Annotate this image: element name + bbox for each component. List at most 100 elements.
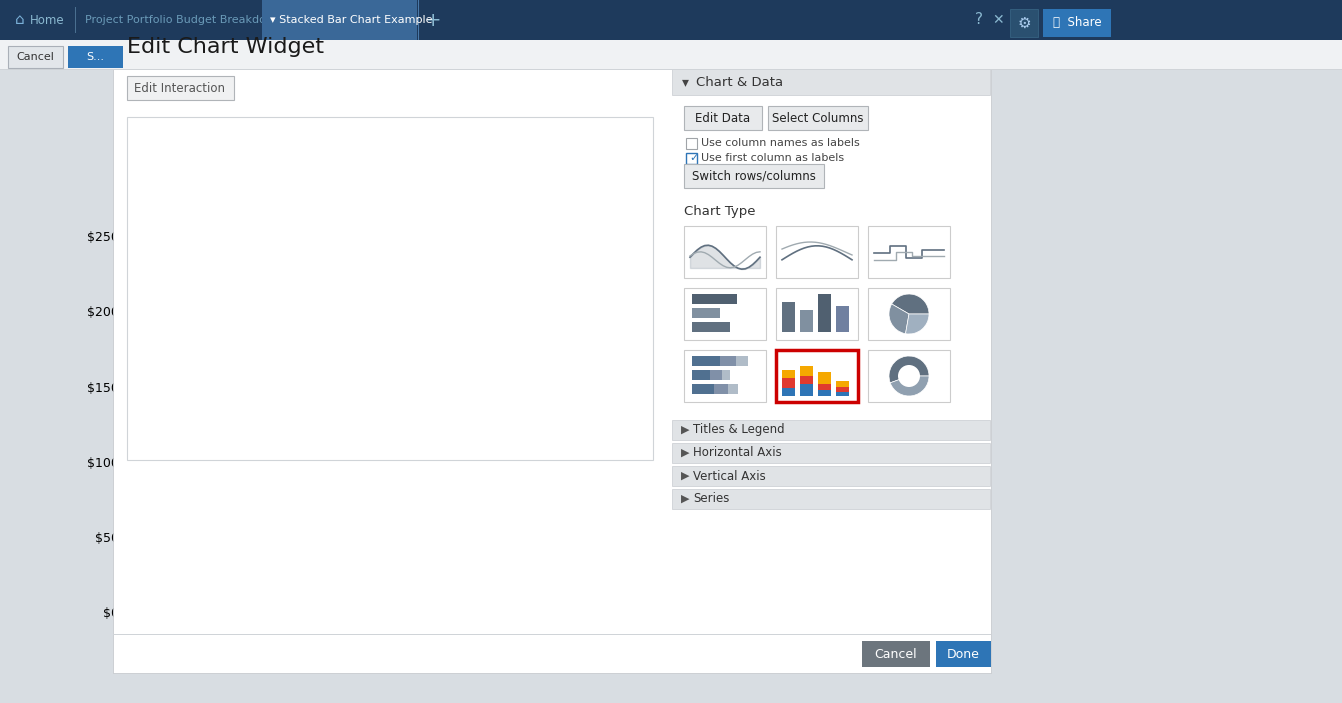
Bar (1043, 9, 1111, 37)
Bar (836, 387, 849, 392)
FancyBboxPatch shape (684, 106, 762, 130)
Bar (684, 288, 766, 340)
Bar (168, 387, 232, 536)
Text: Select Columns: Select Columns (772, 112, 864, 124)
Bar (782, 370, 794, 378)
Bar (0, 40, 1342, 70)
Bar (800, 376, 813, 384)
Text: Edit Data: Edit Data (695, 112, 750, 124)
Text: Edit Chart Widget: Edit Chart Widget (127, 37, 323, 57)
Bar (168, 536, 232, 612)
Bar (455, 342, 519, 491)
Bar (311, 349, 376, 462)
Bar (672, 466, 990, 486)
Bar (599, 469, 663, 536)
Text: ▶: ▶ (680, 425, 690, 435)
Text: 👥  Share: 👥 Share (1052, 16, 1102, 30)
Bar (692, 384, 714, 394)
Bar (692, 308, 721, 318)
Text: ✕: ✕ (992, 13, 1004, 27)
Text: Cancel: Cancel (875, 647, 918, 661)
Text: S...: S... (86, 52, 103, 62)
Bar (819, 372, 831, 384)
Bar (311, 462, 376, 612)
Text: ⚙: ⚙ (1017, 15, 1031, 30)
Bar (672, 69, 990, 95)
Text: Use column names as labels: Use column names as labels (701, 138, 860, 148)
Bar (868, 350, 950, 402)
Bar (692, 356, 721, 366)
Bar (672, 443, 990, 463)
Text: Use first column as labels: Use first column as labels (701, 153, 844, 163)
Circle shape (898, 365, 921, 387)
FancyBboxPatch shape (768, 106, 868, 130)
Text: ▾: ▾ (682, 75, 688, 89)
Bar (727, 384, 738, 394)
Text: Titles & Legend: Titles & Legend (692, 423, 785, 437)
Bar (710, 370, 722, 380)
Bar (692, 322, 730, 332)
Text: ✓: ✓ (688, 153, 698, 163)
Wedge shape (888, 356, 929, 383)
Text: Done: Done (946, 647, 980, 661)
Text: +: + (425, 11, 442, 30)
Bar (819, 384, 831, 390)
Bar (599, 536, 663, 597)
Bar (0, 0, 1342, 40)
Bar (782, 378, 794, 388)
Bar (455, 491, 519, 559)
Bar (684, 226, 766, 278)
Bar (836, 392, 849, 396)
Text: ⌂: ⌂ (15, 13, 24, 27)
Bar (113, 38, 990, 673)
Bar (782, 388, 794, 396)
Bar (262, 0, 417, 40)
Bar (819, 390, 831, 396)
Bar (311, 274, 376, 349)
FancyBboxPatch shape (935, 641, 990, 667)
Text: ▶: ▶ (680, 471, 690, 481)
Bar (800, 366, 813, 376)
Bar (735, 356, 747, 366)
Bar (0, 69, 1342, 70)
Bar (1011, 9, 1037, 37)
Bar (776, 288, 858, 340)
Bar (722, 370, 730, 380)
Text: Series: Series (692, 493, 729, 505)
Text: Edit Interaction: Edit Interaction (134, 82, 225, 94)
Text: Switch rows/columns: Switch rows/columns (692, 169, 816, 183)
Bar (800, 384, 813, 396)
Text: ?: ? (976, 13, 982, 27)
Bar (127, 117, 654, 460)
Text: Chart Type: Chart Type (684, 205, 756, 219)
Bar (836, 381, 849, 387)
FancyBboxPatch shape (8, 46, 63, 68)
Wedge shape (891, 294, 929, 314)
Bar (455, 559, 519, 612)
Text: Project Portfolio Budget Breakdown: Project Portfolio Budget Breakdown (144, 195, 452, 211)
Bar (672, 489, 990, 509)
Bar (168, 311, 232, 387)
Bar (776, 350, 858, 402)
Text: Cancel: Cancel (16, 52, 54, 62)
Text: Vertical Axis: Vertical Axis (692, 470, 766, 482)
FancyBboxPatch shape (127, 76, 234, 100)
Text: Chart & Data: Chart & Data (696, 75, 784, 89)
Bar (599, 597, 663, 612)
Bar (686, 153, 696, 164)
Bar (692, 370, 710, 380)
Bar (868, 226, 950, 278)
Text: ▾ Stacked Bar Chart Example: ▾ Stacked Bar Chart Example (270, 15, 432, 25)
Bar (868, 288, 950, 340)
Text: Project Portfolio Budget Breakdown: Project Portfolio Budget Breakdown (85, 15, 282, 25)
Bar (113, 634, 990, 635)
Bar (819, 294, 831, 332)
Text: Home: Home (30, 13, 64, 27)
Text: ▶: ▶ (680, 448, 690, 458)
Wedge shape (906, 314, 929, 334)
Wedge shape (888, 304, 909, 334)
Bar (684, 350, 766, 402)
Bar (836, 306, 849, 332)
Bar (686, 138, 696, 149)
Text: Horizontal Axis: Horizontal Axis (692, 446, 782, 460)
